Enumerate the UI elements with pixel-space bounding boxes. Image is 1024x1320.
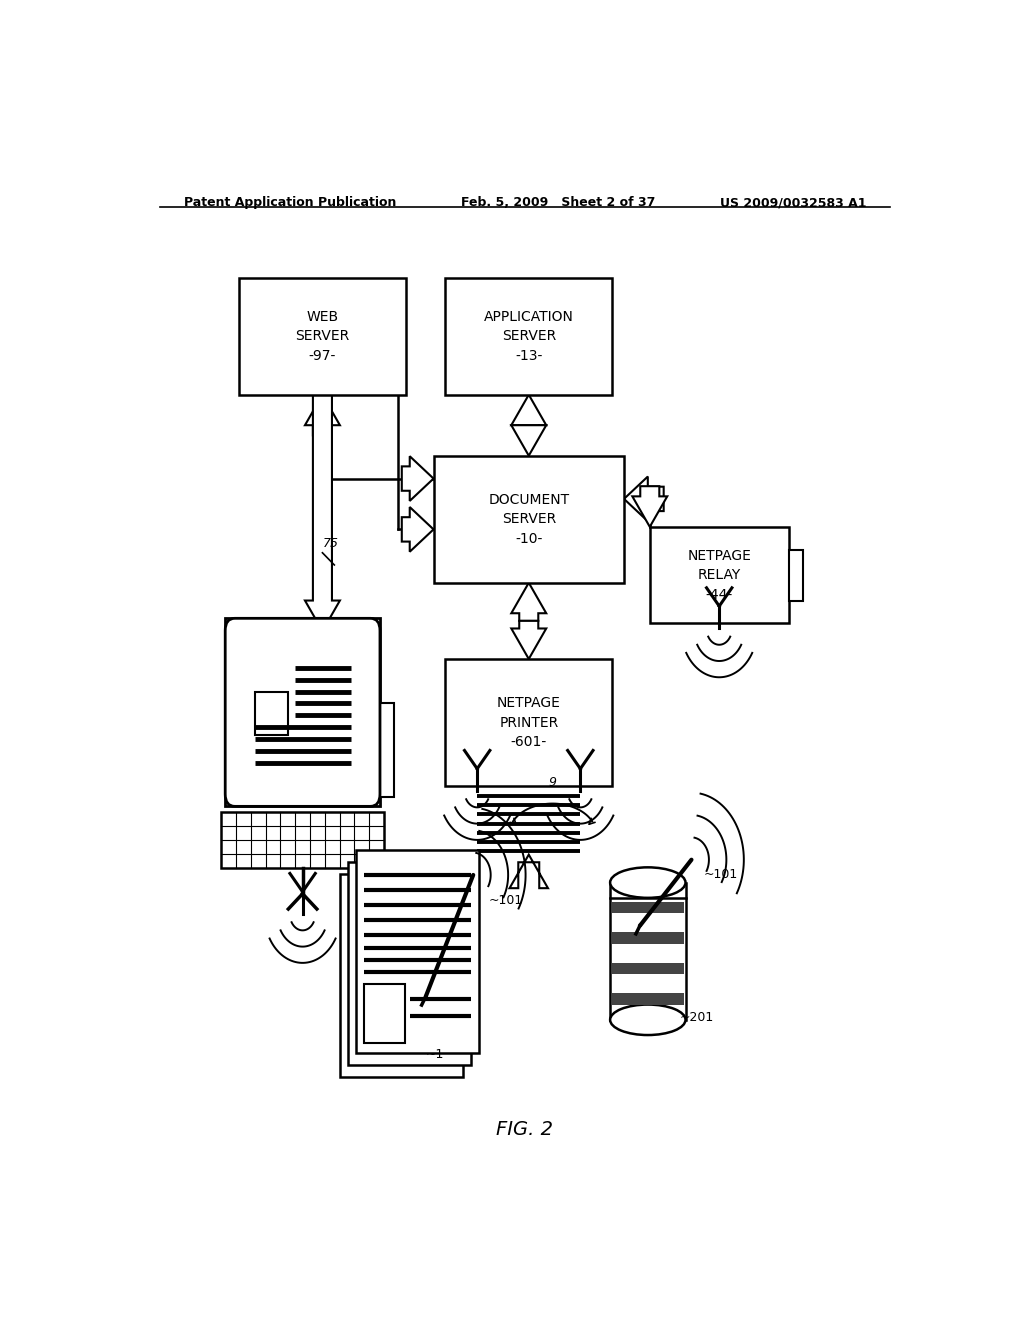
Text: Feb. 5, 2009   Sheet 2 of 37: Feb. 5, 2009 Sheet 2 of 37 (461, 195, 655, 209)
Text: 75: 75 (323, 537, 338, 549)
Polygon shape (633, 486, 668, 527)
Polygon shape (511, 425, 546, 455)
Polygon shape (305, 395, 340, 631)
Text: APPLICATION
SERVER
-13-: APPLICATION SERVER -13- (483, 310, 573, 363)
Text: US 2009/0032583 A1: US 2009/0032583 A1 (720, 195, 866, 209)
Bar (611, 962, 684, 974)
Polygon shape (510, 854, 548, 888)
Bar (240, 277, 406, 395)
Bar (380, 704, 394, 797)
Bar (340, 874, 463, 1077)
Bar (225, 618, 380, 807)
Bar (610, 883, 685, 1020)
Bar (356, 850, 479, 1053)
Text: WEB
SERVER
-97-: WEB SERVER -97- (295, 310, 349, 363)
Polygon shape (401, 507, 433, 552)
Bar (650, 527, 788, 623)
Bar (611, 932, 684, 944)
Bar (788, 549, 803, 601)
Text: NETPAGE
PRINTER
-601-: NETPAGE PRINTER -601- (497, 696, 561, 748)
FancyBboxPatch shape (225, 618, 380, 807)
Bar (433, 455, 624, 582)
Polygon shape (624, 477, 664, 521)
Text: FIG. 2: FIG. 2 (497, 1119, 553, 1139)
Polygon shape (511, 620, 546, 659)
Text: NETPAGE
RELAY
-44-: NETPAGE RELAY -44- (687, 549, 752, 602)
Text: ~201: ~201 (680, 1011, 714, 1024)
Text: Patent Application Publication: Patent Application Publication (183, 195, 396, 209)
Text: 9: 9 (549, 776, 557, 788)
Text: ~1: ~1 (426, 1048, 444, 1061)
Bar (365, 985, 404, 1043)
Bar (611, 902, 684, 913)
Bar (445, 659, 612, 785)
Bar (221, 812, 384, 869)
Text: DOCUMENT
SERVER
-10-: DOCUMENT SERVER -10- (488, 492, 569, 545)
Bar (445, 277, 612, 395)
Text: ~101: ~101 (489, 894, 523, 907)
Polygon shape (401, 457, 433, 500)
Ellipse shape (610, 867, 685, 898)
Ellipse shape (610, 1005, 685, 1035)
Polygon shape (511, 395, 546, 425)
Text: ~101: ~101 (703, 869, 737, 882)
Polygon shape (305, 395, 340, 436)
Bar (348, 862, 471, 1065)
Bar (611, 993, 684, 1005)
Bar (255, 692, 288, 735)
Polygon shape (511, 582, 546, 620)
